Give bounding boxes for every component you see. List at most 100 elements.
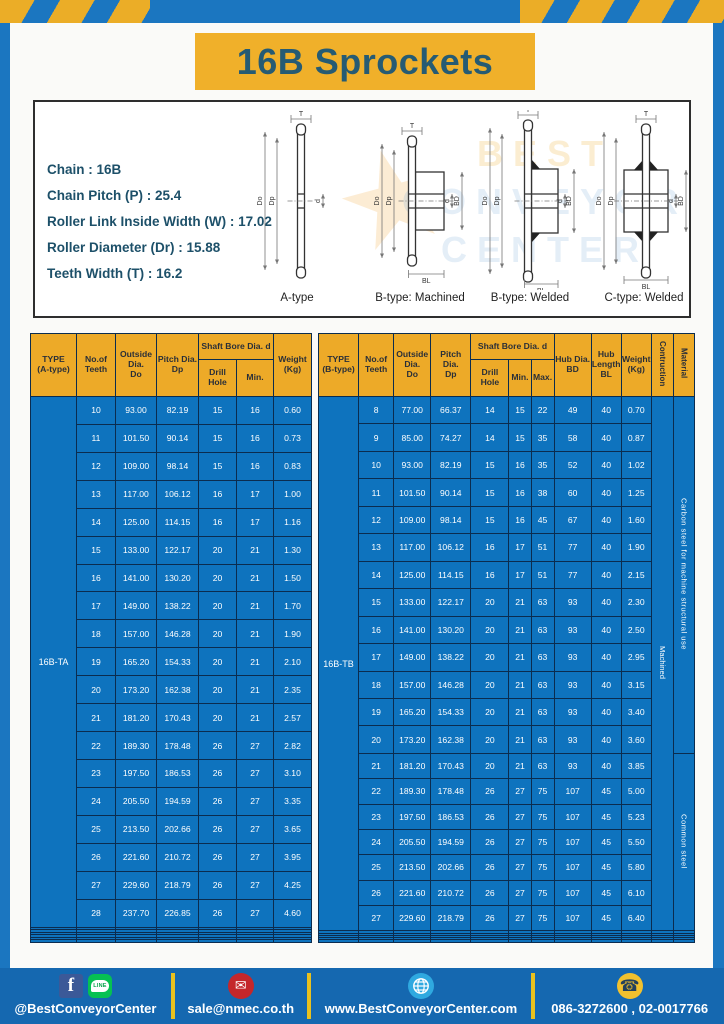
table-cell: 1.30 [273, 535, 312, 565]
table-cell [76, 939, 116, 943]
table-cell [553, 937, 592, 941]
table-row: 28 237.70 226.85 26 27 4.60 [31, 898, 312, 928]
table-cell: 5.00 [620, 778, 652, 805]
table-cell: 146.28 [156, 619, 199, 649]
table-cell: 2.57 [273, 703, 312, 733]
table-cell: 45 [590, 778, 622, 805]
table-cell: 2.30 [620, 588, 652, 617]
hazard-stripes-left-icon [0, 0, 150, 23]
table-cell: 66.37 [430, 395, 472, 425]
table-cell: 26 [358, 879, 395, 906]
table-cell: 170.43 [430, 752, 472, 780]
table-row: 21 181.20 170.43 20 21 63 93 40 3.85 Common steel [319, 752, 696, 932]
sprocket-a-type-diagram: T Do Dp d [257, 111, 325, 279]
col-header-shaft-bore: Shaft Bore Dia. d [470, 333, 555, 360]
table-cell: 19 [76, 647, 116, 677]
dimension-label: BD [566, 196, 573, 206]
table-cell: 35 [530, 450, 555, 480]
phone-numbers: 086-3272600 , 02-0017766 [551, 1001, 709, 1016]
table-cell: 0.87 [620, 423, 652, 452]
table-cell: 19 [358, 697, 395, 727]
table-cell: 181.20 [115, 703, 157, 733]
col-header-outside-dia: Outside Dia. Do [115, 333, 157, 397]
table-cell: 138.22 [430, 643, 472, 672]
table-cell: 15 [470, 450, 510, 480]
table-cell: 93 [553, 643, 592, 672]
table-cell: 0.73 [273, 423, 312, 453]
table-cell: 122.17 [156, 535, 199, 565]
table-cell: 106.12 [430, 533, 472, 562]
material-value: Carbon steel for machine structural use [672, 396, 696, 754]
table-cell: 27 [508, 828, 532, 856]
table-cell: 210.72 [156, 842, 199, 872]
table-cell: 107 [553, 904, 592, 932]
table-cell: 178.48 [430, 778, 472, 805]
dimension-label: d [668, 199, 675, 203]
globe-icon [407, 972, 434, 999]
table-cell: 138.22 [156, 591, 199, 621]
table-cell: 82.19 [156, 396, 199, 425]
table-cell: 27 [508, 854, 532, 881]
table-cell: 1.02 [620, 450, 652, 480]
table-cell: 20 [198, 591, 237, 621]
table-cell: 20 [198, 563, 237, 593]
table-cell: 15 [470, 478, 510, 507]
table-cell [470, 937, 510, 941]
dimension-label: Dp [494, 196, 501, 205]
table-cell: 90.14 [430, 478, 472, 507]
table-cell: 133.00 [115, 535, 157, 565]
title-banner: 16B Sprockets [195, 33, 535, 90]
table-cell: 12 [358, 505, 395, 535]
table-row: 16B-TA 10 93.00 82.19 15 16 0.60 [30, 396, 312, 928]
table-cell: 26 [198, 758, 237, 788]
table-cell: 1.70 [273, 591, 312, 621]
table-cell [358, 939, 395, 943]
table-cell: 93.00 [393, 450, 432, 480]
table-cell: 40 [590, 478, 622, 507]
dimension-label: T [644, 111, 649, 118]
col-header-weight: Weight (Kg) [620, 333, 652, 397]
table-cell: 25 [76, 814, 116, 844]
diagram-caption-a: A-type [280, 292, 314, 304]
col-header-max: Max. [530, 359, 555, 397]
table-cell: 93 [553, 670, 592, 699]
col-header-teeth: No.of Teeth [358, 333, 395, 397]
table-cell: 6.40 [620, 904, 652, 932]
footer-contact-bar: f LINE @BestConveyorCenter ✉ sale@nmec.c… [0, 968, 724, 1024]
table-row: 23 197.50 186.53 26 27 75 107 45 5.23 [319, 803, 695, 830]
table-cell: 4.25 [273, 870, 312, 900]
table-row: 19 165.20 154.33 20 21 63 93 40 3.40 [319, 697, 695, 727]
table-row: 22 189.30 178.48 26 27 75 107 45 5.00 [319, 778, 695, 805]
table-cell: 12 [76, 451, 116, 481]
table-cell: 202.66 [156, 814, 199, 844]
table-cell: 165.20 [393, 697, 432, 727]
table-cell: 27 [236, 814, 274, 844]
table-cell: 85.00 [393, 423, 432, 452]
table-cell: 63 [530, 643, 555, 672]
col-header-pitch-dia: Pitch Dia. Dp [156, 333, 199, 397]
table-cell: 165.20 [115, 647, 157, 677]
table-cell: 109.00 [115, 451, 157, 481]
table-cell [590, 939, 622, 943]
table-cell: 1.00 [273, 479, 312, 509]
table-cell: 6.10 [620, 879, 652, 906]
table-cell [156, 939, 199, 943]
table-cell: 20 [198, 703, 237, 733]
table-cell [530, 939, 555, 943]
table-cell: 63 [530, 670, 555, 699]
table-cell: 16 [76, 563, 116, 593]
table-cell: 63 [530, 588, 555, 617]
dimension-label: Dp [608, 196, 615, 205]
table-cell: 21 [508, 752, 532, 780]
table-cell: 15 [470, 505, 510, 535]
col-header-drill-hole: Drill Hole [198, 359, 237, 397]
table-row: 23 197.50 186.53 26 27 3.10 [31, 758, 312, 788]
col-header-pitch-dia: Pitch Dia. Dp [430, 333, 472, 397]
table-cell: 16 [508, 450, 532, 480]
table-cell: 16 [470, 560, 510, 590]
table-cell: 20 [470, 725, 510, 754]
table-cell: 226.85 [156, 898, 199, 928]
empty-table-row [30, 936, 312, 941]
table-cell: 27 [76, 870, 116, 900]
table-cell: 107 [553, 803, 592, 830]
